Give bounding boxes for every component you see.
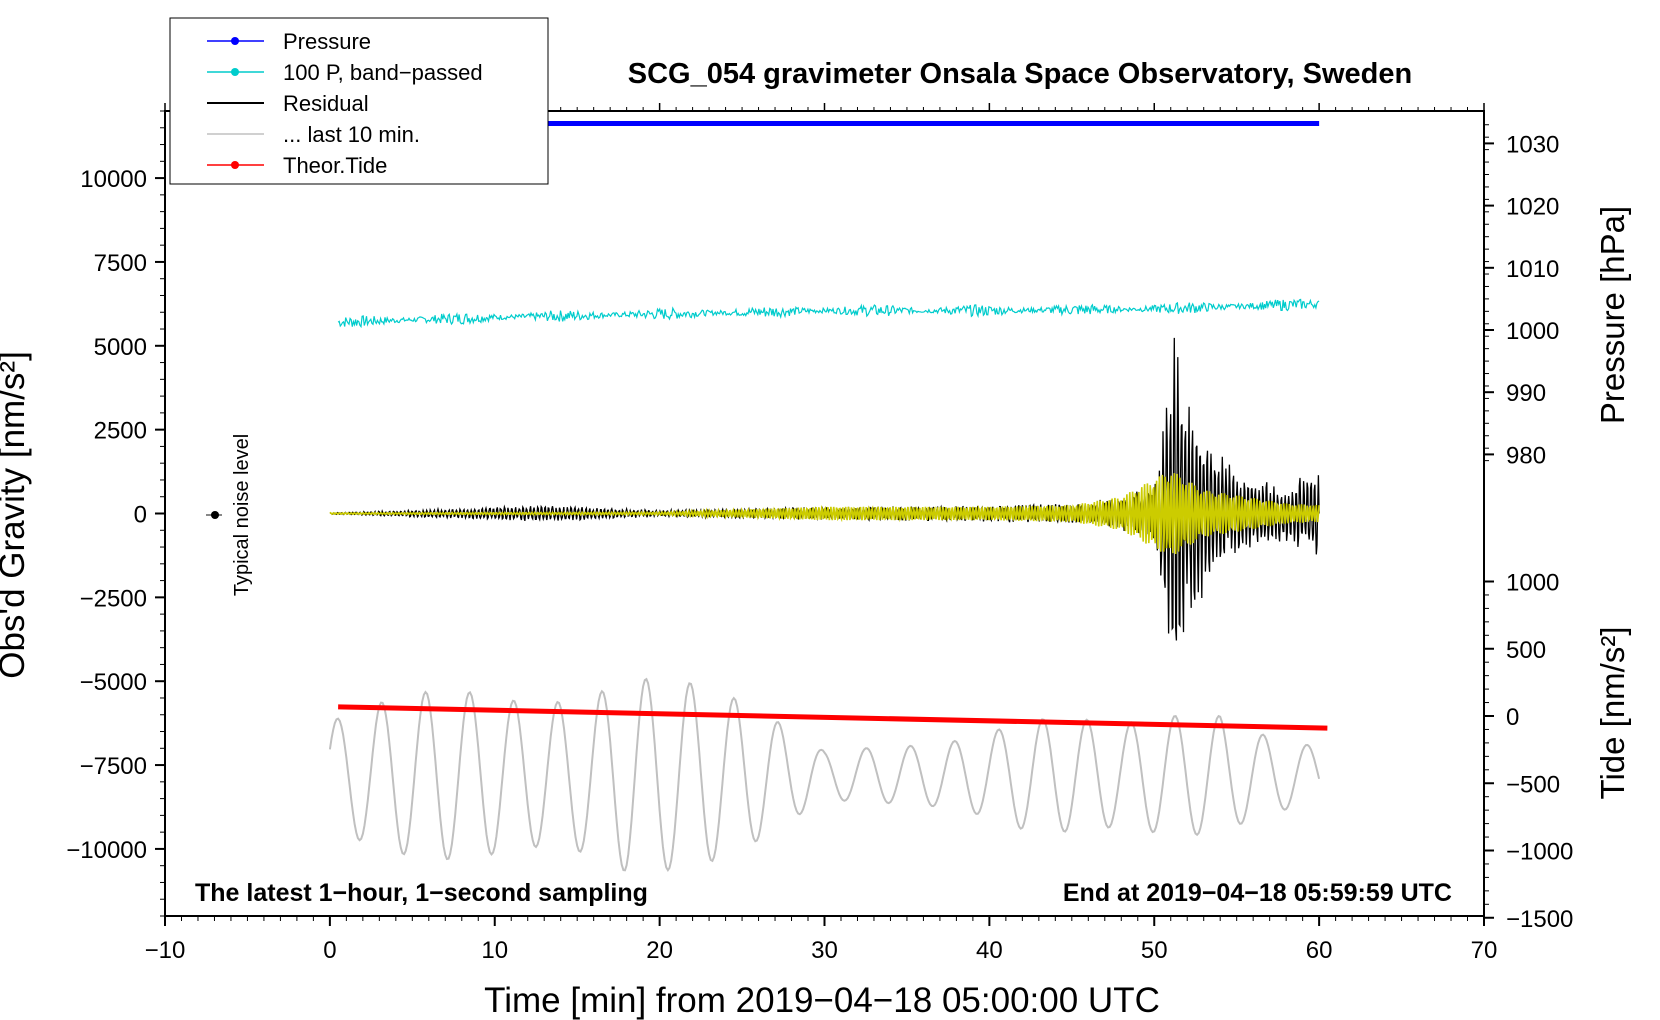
noise-level-label: Typical noise level: [231, 434, 253, 596]
y-axis-left: 10000 7500 5000 2500 0 −2500 −5000 −7500 −10000: [66, 110, 165, 917]
tide-tick-label: −1500: [1506, 906, 1573, 933]
series-last-10-min: [328, 677, 1321, 873]
legend-label: Residual: [283, 91, 369, 116]
legend: Pressure 100 P, band−passed Residual ... la…: [169, 17, 549, 185]
legend-marker: [231, 37, 239, 45]
note-right: End at 2019−04−18 05:59:59 UTC: [1063, 879, 1452, 907]
legend-marker: [231, 161, 239, 169]
y-axis-label-pressure: Pressure [hPa]: [1594, 206, 1631, 424]
legend-marker: [231, 68, 239, 76]
x-tick-label: 50: [1141, 937, 1168, 964]
series-band-passed: [337, 298, 1320, 329]
tide-axis: 1000 500 0 −500 −1000 −1500: [1484, 570, 1573, 933]
y-tick-label: −7500: [80, 753, 147, 780]
x-tick-label: 70: [1471, 937, 1498, 964]
y-axis-label-tide: Tide [nm/s²]: [1594, 627, 1631, 800]
pressure-tick-label: 980: [1506, 442, 1546, 469]
y-tick-label: −5000: [80, 669, 147, 696]
pressure-tick-label: 990: [1506, 380, 1546, 407]
y-tick-label: 7500: [94, 250, 147, 277]
y-tick-label: 10000: [80, 166, 147, 193]
tide-tick-label: 1000: [1506, 570, 1559, 597]
tide-tick-label: −500: [1506, 771, 1560, 798]
legend-box: [169, 17, 549, 185]
tide-tick-label: −1000: [1506, 839, 1573, 866]
legend-label: Pressure: [283, 29, 371, 54]
chart-title: SCG_054 gravimeter Onsala Space Observat…: [628, 58, 1412, 90]
series-yellow-filtered: [329, 473, 1320, 555]
x-tick-label: 0: [323, 937, 336, 964]
tide-tick-label: 500: [1506, 637, 1546, 664]
x-tick-label: 40: [976, 937, 1003, 964]
x-tick-label: 30: [811, 937, 838, 964]
note-left: The latest 1−hour, 1−second sampling: [195, 879, 648, 907]
y-tick-label: 2500: [94, 418, 147, 445]
y-tick-label: 5000: [94, 334, 147, 361]
pressure-tick-label: 1000: [1506, 318, 1559, 345]
legend-label: Theor.Tide: [283, 153, 387, 178]
x-tick-label: −10: [145, 937, 186, 964]
pressure-axis: 1030 1020 1010 1000 990 980: [1484, 124, 1559, 469]
legend-label: ... last 10 min.: [283, 122, 420, 147]
x-axis-label: Time [min] from 2019−04−18 05:00:00 UTC: [484, 981, 1160, 1020]
y-tick-label: −10000: [66, 837, 147, 864]
tide-tick-label: 0: [1506, 704, 1519, 731]
series-layer: [328, 120, 1328, 873]
x-tick-label: 20: [646, 937, 673, 964]
legend-label: 100 P, band−passed: [283, 60, 483, 85]
y-tick-label: −2500: [80, 585, 147, 612]
y-tick-label: 0: [134, 502, 147, 529]
pressure-tick-label: 1010: [1506, 256, 1559, 283]
x-axis: −10 0 10 20 30 40 50 60 70: [145, 103, 1498, 964]
noise-level-dot: [211, 511, 219, 519]
y-axis-label-left: Obs'd Gravity [nm/s²]: [0, 351, 32, 679]
x-tick-label: 10: [481, 937, 508, 964]
series-theor-tide: [338, 704, 1328, 731]
pressure-tick-label: 1020: [1506, 194, 1559, 221]
x-tick-label: 60: [1306, 937, 1333, 964]
pressure-tick-label: 1030: [1506, 131, 1559, 158]
